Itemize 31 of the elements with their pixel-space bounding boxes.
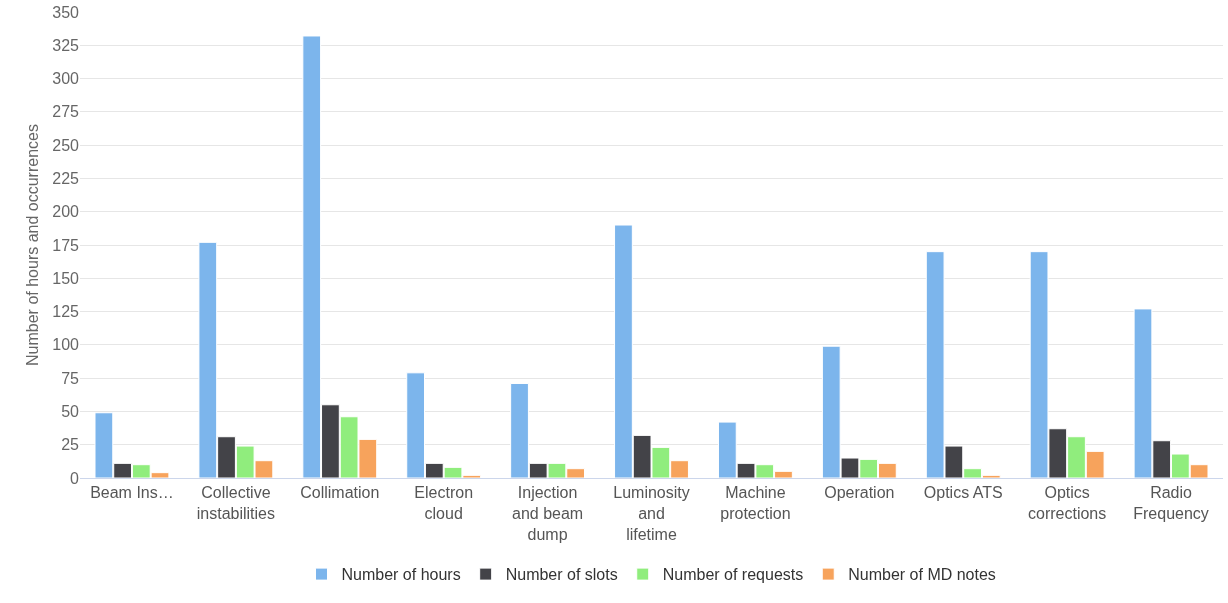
x-tick-label: Luminosity and lifetime [613, 484, 690, 543]
x-tick-label: Machine protection [720, 484, 791, 522]
x-tick-label: Optics corrections [1028, 484, 1107, 522]
legend-label: Number of MD notes [848, 566, 996, 584]
x-tick-label: Radio Frequency [1133, 484, 1209, 522]
y-tick-label: 150 [52, 269, 80, 287]
y-tick-label: 350 [52, 3, 80, 21]
legend-label: Number of requests [662, 566, 804, 584]
x-tick-label: Collective instabilities [196, 484, 275, 522]
y-tick-label: 0 [70, 469, 80, 487]
y-tick-label: 175 [52, 236, 80, 254]
x-tick-label: Operation [824, 484, 895, 502]
x-tick-label: Beam Ins… [90, 484, 174, 502]
y-axis-title: Number of hours and occurrences [24, 124, 41, 366]
y-tick-label: 50 [61, 403, 80, 421]
y-tick-label: 275 [52, 103, 80, 121]
y-tick-label: 225 [52, 170, 80, 188]
y-tick-label: 300 [52, 70, 80, 88]
y-tick-label: 200 [52, 203, 80, 221]
y-tick-label: 250 [52, 136, 80, 154]
y-tick-label: 75 [61, 369, 80, 387]
y-tick-label: 125 [52, 303, 80, 321]
y-tick-label: 325 [52, 36, 80, 54]
x-tick-label: Optics ATS [923, 484, 1003, 502]
x-tick-label: Injection and beam dump [512, 484, 584, 543]
y-tick-label: 100 [52, 336, 80, 354]
legend-label: Number of hours [341, 566, 461, 584]
x-tick-label: Electron cloud [414, 484, 474, 522]
legend-label: Number of slots [505, 566, 618, 584]
x-tick-label: Collimation [300, 484, 380, 502]
y-tick-label: 25 [61, 436, 80, 454]
